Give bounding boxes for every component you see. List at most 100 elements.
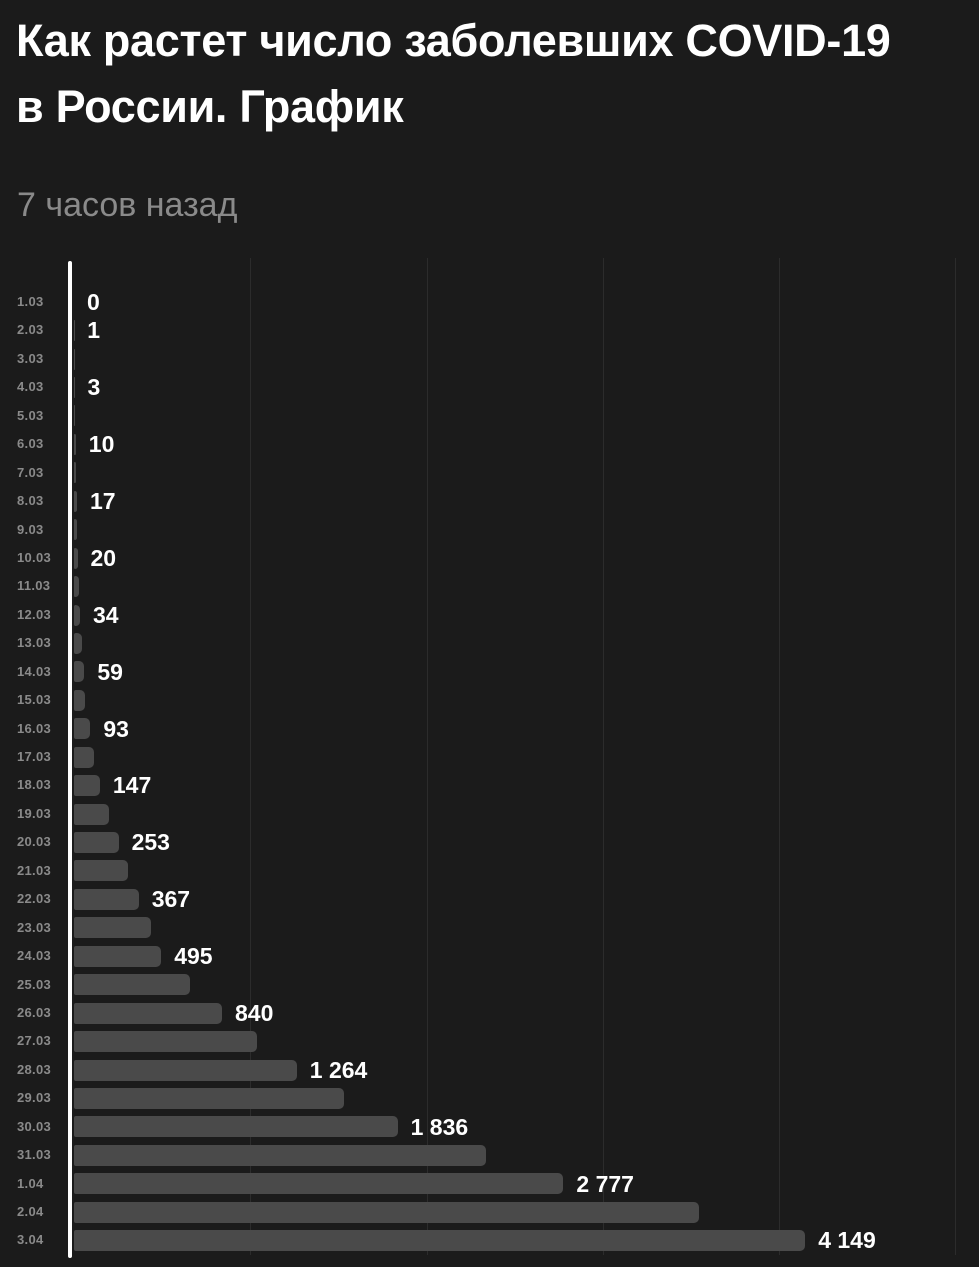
bar-row: 3.04 4 149 [0, 1226, 979, 1254]
bar-row: 13.03 [0, 629, 979, 657]
bar [74, 632, 82, 654]
bar-row: 22.03 367 [0, 885, 979, 913]
date-label: 2.03 [17, 322, 44, 338]
bar [74, 519, 77, 541]
bar-row: 5.03 [0, 402, 979, 430]
bar-row: 25.03 [0, 971, 979, 999]
bar [74, 1201, 700, 1223]
bar [74, 917, 152, 939]
date-label: 21.03 [17, 862, 52, 878]
bar [74, 945, 162, 967]
date-label: 8.03 [17, 493, 44, 509]
timestamp: 7 часов назад [17, 186, 238, 224]
value-label: 93 [103, 715, 129, 742]
bar-row: 6.03 10 [0, 430, 979, 458]
date-label: 24.03 [17, 948, 52, 964]
date-label: 1.03 [17, 294, 44, 309]
date-label: 13.03 [17, 635, 52, 651]
bar [74, 689, 86, 711]
value-label: 17 [90, 488, 116, 515]
date-label: 26.03 [17, 1004, 52, 1020]
date-label: 7.03 [17, 464, 44, 480]
bar-row: 24.03 495 [0, 942, 979, 970]
bar-row: 19.03 [0, 800, 979, 828]
bar-row: 2.03 1 [0, 316, 979, 344]
bar [74, 860, 128, 882]
value-label: 367 [151, 886, 191, 913]
bar-row: 15.03 [0, 686, 979, 714]
bar-row: 1.04 2 777 [0, 1170, 979, 1198]
gridline [602, 258, 604, 1255]
date-label: 17.03 [17, 749, 52, 764]
bar [74, 1002, 223, 1024]
bar-row: 16.03 93 [0, 715, 979, 743]
value-label: 0 [87, 289, 100, 315]
bar-row: 21.03 [0, 857, 979, 885]
gridline [426, 258, 428, 1255]
bar [74, 462, 77, 484]
date-label: 28.03 [17, 1061, 52, 1077]
date-label: 14.03 [17, 663, 52, 679]
bar-row: 11.03 [0, 572, 979, 600]
date-label: 4.03 [17, 379, 44, 395]
bar [74, 775, 100, 797]
date-label: 3.03 [17, 350, 44, 366]
bar-row: 8.03 17 [0, 487, 979, 515]
date-label: 18.03 [17, 777, 52, 793]
value-label: 10 [88, 431, 115, 458]
value-label: 3 [87, 374, 101, 401]
date-label: 30.03 [17, 1118, 52, 1134]
bar [74, 832, 119, 853]
bar-row: 1.03 0 [0, 288, 979, 316]
bar [74, 377, 75, 398]
date-label: 15.03 [17, 692, 52, 708]
value-label: 147 [112, 772, 152, 799]
value-label: 34 [93, 601, 119, 628]
date-label: 23.03 [17, 919, 52, 935]
covid-bar-chart: 1.03 0 2.03 1 3.03 4.03 3 5.03 6.03 10 7.03 8.03 17 9… [0, 258, 979, 1260]
bar-row: 2.04 [0, 1198, 979, 1226]
value-label: 495 [174, 943, 213, 970]
bar-row: 7.03 [0, 459, 979, 487]
date-label: 2.04 [17, 1204, 44, 1219]
value-label: 20 [90, 544, 117, 571]
bar-row: 17.03 [0, 743, 979, 771]
bar [74, 1173, 564, 1195]
gridline [250, 258, 252, 1255]
value-label: 1 264 [309, 1056, 368, 1083]
value-label: 4 149 [818, 1227, 876, 1254]
date-label: 31.03 [17, 1147, 52, 1163]
bar-row: 30.03 1 836 [0, 1113, 979, 1141]
gridline [779, 258, 780, 1255]
bar-row: 28.03 1 264 [0, 1056, 979, 1084]
date-label: 25.03 [17, 976, 52, 992]
bar-row: 14.03 59 [0, 658, 979, 686]
page-title: Как растет число заболевших COVID-19 в Р… [16, 15, 891, 132]
bar [74, 1116, 398, 1138]
bar-row: 10.03 20 [0, 544, 979, 572]
bar-row: 12.03 34 [0, 601, 979, 629]
bar [74, 1087, 345, 1109]
bar-row: 4.03 3 [0, 373, 979, 401]
date-label: 10.03 [17, 549, 52, 565]
bar-row: 26.03 840 [0, 999, 979, 1027]
value-label: 2 777 [576, 1170, 634, 1197]
bar [74, 405, 75, 427]
bar-row: 9.03 [0, 516, 979, 544]
bar [74, 746, 95, 768]
value-label: 253 [131, 829, 170, 856]
bar [74, 1031, 257, 1053]
bar-rows: 1.03 0 2.03 1 3.03 4.03 3 5.03 6.03 10 7.03 8.03 17 9… [0, 288, 979, 1255]
bar [74, 888, 139, 910]
bar [74, 604, 80, 626]
article-header: Как растет число заболевших COVID-19 в Р… [16, 8, 900, 224]
value-label: 840 [235, 999, 274, 1026]
date-label: 11.03 [17, 578, 51, 594]
bar-row: 29.03 [0, 1084, 979, 1112]
bar-row: 20.03 253 [0, 828, 979, 856]
date-label: 16.03 [17, 720, 52, 736]
bar-row: 3.03 [0, 345, 979, 373]
bar-row: 23.03 [0, 914, 979, 942]
bar [74, 661, 85, 683]
